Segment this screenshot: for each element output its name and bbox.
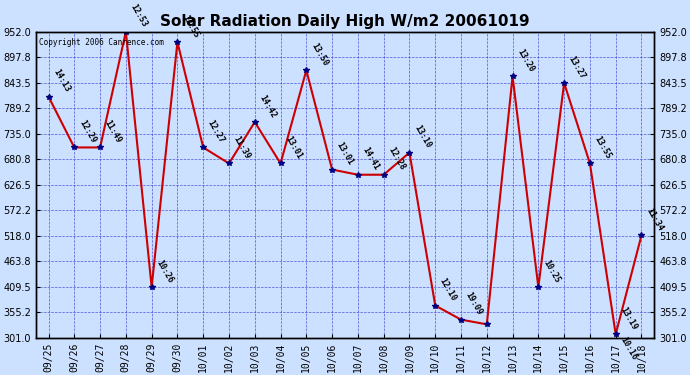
Text: 10:25: 10:25 [541, 258, 562, 284]
Text: 13:10: 13:10 [412, 124, 433, 150]
Text: 11:34: 11:34 [644, 207, 664, 232]
Text: 12:27: 12:27 [206, 118, 226, 145]
Text: 13:27: 13:27 [567, 54, 587, 80]
Text: 12:53: 12:53 [128, 3, 149, 29]
Text: 13:20: 13:20 [515, 48, 535, 74]
Text: 10:26: 10:26 [155, 258, 175, 284]
Text: 13:50: 13:50 [309, 41, 329, 68]
Text: 19:09: 19:09 [464, 291, 484, 317]
Text: 12:29: 12:29 [77, 118, 97, 145]
Text: 13:19: 13:19 [618, 305, 639, 332]
Text: Copyright 2006 Canrence.com: Copyright 2006 Canrence.com [39, 38, 164, 47]
Text: 10:16: 10:16 [618, 336, 639, 362]
Text: 14:13: 14:13 [51, 68, 72, 94]
Text: 12:55: 12:55 [180, 13, 201, 39]
Text: 14:42: 14:42 [257, 93, 278, 119]
Text: 13:55: 13:55 [593, 135, 613, 160]
Text: 14:41: 14:41 [361, 146, 381, 172]
Text: 11:39: 11:39 [232, 135, 252, 160]
Title: Solar Radiation Daily High W/m2 20061019: Solar Radiation Daily High W/m2 20061019 [160, 14, 530, 29]
Text: 11:49: 11:49 [103, 118, 123, 145]
Text: 12:28: 12:28 [386, 146, 406, 172]
Text: 13:01: 13:01 [284, 135, 304, 160]
Text: 12:10: 12:10 [438, 277, 458, 303]
Text: 13:01: 13:01 [335, 141, 355, 167]
